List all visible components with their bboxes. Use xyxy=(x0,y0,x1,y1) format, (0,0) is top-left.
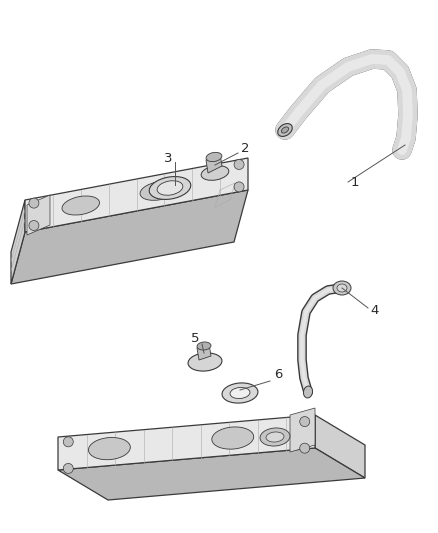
Polygon shape xyxy=(206,154,222,173)
Polygon shape xyxy=(315,415,365,478)
Ellipse shape xyxy=(266,432,284,442)
Ellipse shape xyxy=(157,181,183,195)
Ellipse shape xyxy=(62,196,99,215)
Ellipse shape xyxy=(197,342,211,350)
Ellipse shape xyxy=(337,284,347,292)
Text: 1: 1 xyxy=(351,176,359,190)
Ellipse shape xyxy=(149,176,191,199)
Circle shape xyxy=(234,159,244,169)
Circle shape xyxy=(300,443,310,453)
Polygon shape xyxy=(11,190,248,284)
Ellipse shape xyxy=(282,127,289,133)
Ellipse shape xyxy=(88,438,131,459)
Circle shape xyxy=(63,463,73,473)
Circle shape xyxy=(29,198,39,208)
Polygon shape xyxy=(58,448,365,500)
Ellipse shape xyxy=(278,124,292,136)
Text: 5: 5 xyxy=(191,332,199,344)
Ellipse shape xyxy=(304,386,313,398)
Ellipse shape xyxy=(222,383,258,403)
Polygon shape xyxy=(58,415,315,470)
Ellipse shape xyxy=(206,152,222,161)
Ellipse shape xyxy=(212,427,254,449)
Circle shape xyxy=(63,437,73,447)
Ellipse shape xyxy=(333,281,351,295)
Circle shape xyxy=(29,221,39,230)
Ellipse shape xyxy=(260,428,290,446)
Polygon shape xyxy=(27,195,50,235)
Polygon shape xyxy=(11,200,25,284)
Text: 6: 6 xyxy=(274,368,282,382)
Ellipse shape xyxy=(201,166,229,180)
Polygon shape xyxy=(290,408,315,452)
Ellipse shape xyxy=(230,387,250,399)
Text: 4: 4 xyxy=(371,303,379,317)
Circle shape xyxy=(300,417,310,426)
Polygon shape xyxy=(197,344,211,360)
Polygon shape xyxy=(25,158,248,232)
Text: 3: 3 xyxy=(164,151,172,165)
Ellipse shape xyxy=(188,353,222,371)
Text: 2: 2 xyxy=(241,141,249,155)
Circle shape xyxy=(234,182,244,192)
Ellipse shape xyxy=(140,181,177,200)
